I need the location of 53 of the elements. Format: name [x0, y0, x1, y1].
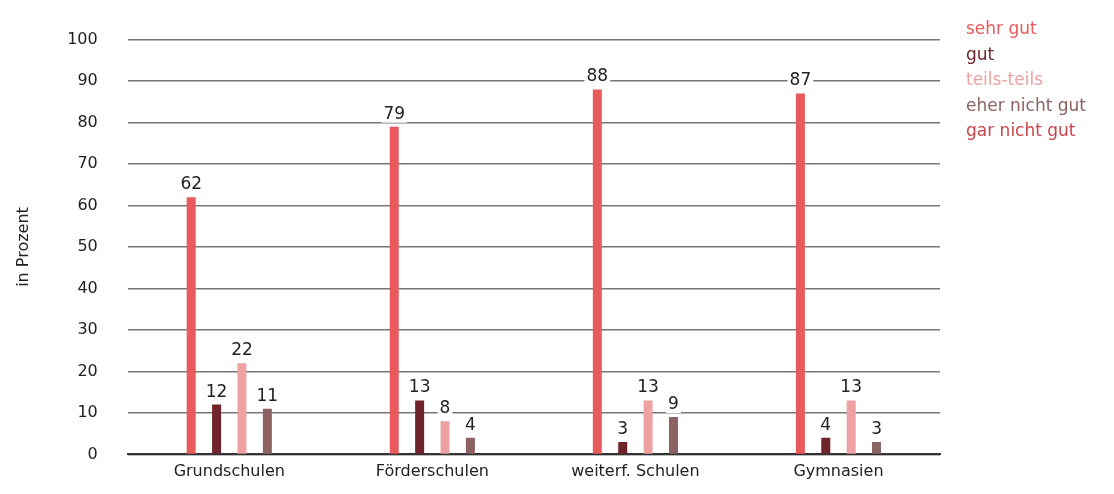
text: eher nicht gut	[966, 93, 1087, 117]
bar	[872, 441, 882, 454]
data-label: 22	[231, 339, 253, 360]
data-label: 13	[408, 376, 431, 397]
y-tick-label: 10	[77, 402, 98, 422]
bar	[237, 363, 247, 454]
data-label: 4	[820, 413, 832, 434]
data-label: 88	[586, 65, 609, 86]
y-tick-label: 90	[77, 70, 98, 90]
x-tick-label: Grundschulen	[173, 461, 285, 481]
y-tick-label: 30	[77, 319, 98, 339]
bar	[618, 441, 628, 454]
bar	[262, 408, 272, 454]
x-tick-label: weiterf. Schulen	[571, 461, 700, 481]
text: sehr gut	[966, 17, 1038, 40]
legend-label: gar nicht gut	[966, 119, 1077, 142]
data-label: 13	[840, 376, 862, 397]
text: gut	[966, 42, 996, 66]
data-label: 13	[637, 376, 659, 397]
bar	[592, 89, 602, 454]
bar	[668, 417, 678, 454]
data-label: 8	[439, 397, 451, 418]
data-label: 4	[465, 413, 476, 434]
y-tick-label: 50	[77, 236, 98, 256]
bar	[186, 197, 196, 454]
x-tick-label: Förderschulen	[375, 461, 489, 481]
bar	[389, 126, 399, 454]
bar	[643, 400, 653, 454]
y-axis-title: in Prozent	[12, 207, 32, 287]
data-label: 11	[256, 384, 279, 405]
y-tick-label: 100	[67, 28, 98, 48]
y-tick-label: 80	[77, 111, 98, 131]
y-tick-label: 0	[87, 443, 98, 463]
data-label: 62	[180, 173, 203, 194]
data-label: 12	[205, 380, 228, 401]
bar	[846, 400, 856, 454]
data-label: 9	[668, 392, 679, 413]
bar	[821, 437, 831, 454]
bar	[415, 400, 425, 454]
text: teils-teils	[966, 68, 1044, 91]
bar	[212, 404, 222, 454]
y-tick-label: 70	[77, 153, 98, 173]
y-tick-label: 40	[77, 277, 98, 297]
bar	[795, 93, 805, 454]
data-label: 87	[789, 69, 812, 90]
y-tick-label: 60	[77, 194, 98, 214]
y-tick-label: 20	[77, 360, 98, 380]
data-label: 3	[871, 417, 882, 438]
data-label: 79	[383, 102, 406, 123]
bar	[465, 437, 475, 454]
data-label: 3	[617, 417, 629, 438]
bar	[440, 421, 450, 454]
x-tick-label: Gymnasien	[793, 461, 884, 481]
